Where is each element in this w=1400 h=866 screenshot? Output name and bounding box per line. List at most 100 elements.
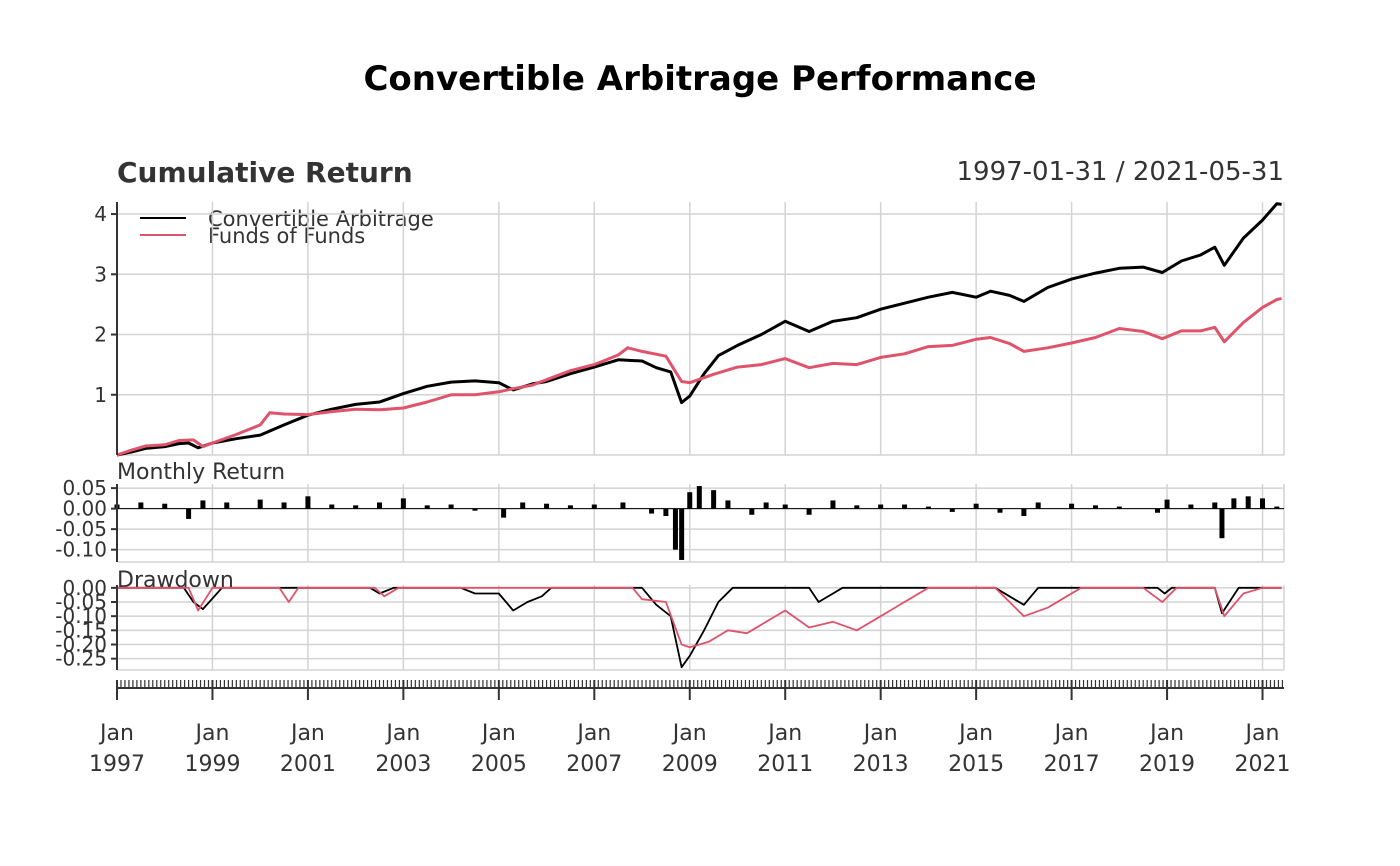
- monthly-return-bar-30: [749, 508, 755, 515]
- x-tick-month-3: Jan: [384, 721, 420, 746]
- monthly-return-bar-40: [973, 503, 979, 509]
- monthly-return-bar-27: [696, 486, 702, 509]
- cumulative-ytick-label-1: 3: [94, 262, 107, 286]
- cumulative-line-convertible-arbitrage: [116, 202, 1282, 457]
- x-tick-year-11: 2019: [1139, 752, 1195, 777]
- drawdown-ytick-label-5: -0.25: [55, 647, 107, 671]
- x-tick-month-4: Jan: [480, 721, 516, 746]
- monthly-return-bar-15: [472, 508, 478, 511]
- monthly-ytick-label-2: -0.05: [55, 517, 107, 541]
- monthly-return-bar-43: [1035, 502, 1041, 509]
- monthly-return-bar-14: [448, 504, 454, 509]
- monthly-return-bar-16: [501, 508, 507, 518]
- marks-layer: [114, 202, 1284, 669]
- cumulative-ytick-label-0: 4: [94, 202, 107, 226]
- monthly-return-bar-26: [687, 492, 693, 509]
- monthly-return-bar-50: [1212, 502, 1218, 509]
- x-tick-year-12: 2021: [1235, 752, 1291, 777]
- monthly-return-bar-48: [1164, 499, 1170, 509]
- monthly-return-bar-39: [949, 508, 955, 512]
- x-tick-month-9: Jan: [957, 721, 993, 746]
- drawdown-ytick-label-4: -0.20: [55, 633, 107, 657]
- x-tick-year-9: 2015: [948, 752, 1004, 777]
- monthly-return-bar-1: [138, 502, 144, 509]
- monthly-return-bar-8: [305, 496, 311, 509]
- monthly-return-bar-25: [679, 508, 685, 560]
- monthly-ytick-label-1: 0.00: [62, 497, 107, 521]
- legend: Convertible Arbitrage Funds of Funds: [140, 207, 434, 248]
- monthly-return-title: Monthly Return: [117, 460, 285, 485]
- monthly-return-bar-45: [1092, 505, 1098, 509]
- monthly-return-bar-17: [520, 502, 526, 509]
- x-tick-year-0: 1997: [89, 752, 145, 777]
- monthly-ytick-label-0: 0.05: [62, 476, 107, 500]
- monthly-return-bar-5: [224, 502, 230, 509]
- drawdown-ytick-label-2: -0.10: [55, 604, 107, 628]
- x-tick-year-3: 2003: [375, 752, 431, 777]
- drawdown-ytick-label-3: -0.15: [55, 618, 107, 642]
- x-tick-month-1: Jan: [193, 721, 229, 746]
- monthly-return-bar-47: [1155, 508, 1161, 513]
- monthly-return-bar-10: [353, 505, 359, 509]
- x-tick-month-11: Jan: [1148, 721, 1184, 746]
- monthly-return-bar-3: [186, 508, 192, 519]
- monthly-return-bar-20: [591, 504, 597, 509]
- x-tick-month-10: Jan: [1053, 721, 1089, 746]
- x-tick-month-6: Jan: [671, 721, 707, 746]
- monthly-return-bar-9: [329, 504, 335, 509]
- x-tick-month-7: Jan: [766, 721, 802, 746]
- monthly-return-bar-6: [257, 499, 263, 509]
- monthly-return-bar-2: [162, 503, 168, 509]
- grid-layer: [116, 202, 1285, 671]
- monthly-return-bar-51: [1219, 508, 1225, 539]
- x-tick-month-0: Jan: [98, 721, 134, 746]
- monthly-return-bar-55: [1274, 506, 1280, 509]
- monthly-return-bar-21: [620, 502, 626, 509]
- x-tick-month-12: Jan: [1244, 721, 1280, 746]
- cumulative-ytick-label-2: 2: [94, 323, 107, 347]
- monthly-return-bar-36: [878, 504, 884, 509]
- monthly-return-bar-33: [806, 508, 812, 515]
- x-tick-month-8: Jan: [862, 721, 898, 746]
- monthly-return-bar-32: [782, 504, 788, 509]
- monthly-return-bar-19: [567, 505, 573, 509]
- monthly-return-bar-4: [200, 500, 206, 509]
- monthly-return-bar-22: [649, 508, 655, 514]
- monthly-return-bar-18: [544, 503, 550, 509]
- cumulative-ytick-label-3: 1: [94, 383, 107, 407]
- monthly-return-bar-24: [672, 508, 678, 550]
- legend-label-funds-of-funds: Funds of Funds: [208, 224, 365, 248]
- monthly-return-bar-41: [997, 508, 1003, 513]
- x-tick-year-7: 2011: [757, 752, 813, 777]
- monthly-return-bar-35: [854, 505, 860, 509]
- x-tick-year-6: 2009: [662, 752, 718, 777]
- monthly-return-bar-12: [400, 498, 406, 509]
- drawdown-title: Drawdown: [117, 568, 234, 593]
- monthly-return-bar-11: [377, 502, 383, 509]
- x-tick-year-10: 2017: [1044, 752, 1100, 777]
- drawdown-ytick-label-0: 0.00: [62, 576, 107, 600]
- monthly-return-bar-46: [1116, 506, 1122, 509]
- monthly-return-bar-44: [1069, 503, 1075, 509]
- monthly-return-bar-38: [925, 506, 931, 509]
- monthly-return-bar-49: [1188, 504, 1194, 509]
- x-tick-year-4: 2005: [471, 752, 527, 777]
- monthly-return-bar-54: [1260, 498, 1266, 509]
- drawdown-line-funds-of-funds: [117, 586, 1282, 649]
- drawdown-line-convertible-arbitrage: [117, 586, 1282, 669]
- x-tick-year-8: 2013: [853, 752, 909, 777]
- monthly-return-bar-13: [424, 505, 430, 509]
- monthly-return-bar-34: [830, 500, 836, 509]
- monthly-return-bar-52: [1231, 498, 1237, 509]
- monthly-return-bar-42: [1021, 508, 1027, 517]
- monthly-return-bar-29: [725, 500, 731, 509]
- x-tick-year-5: 2007: [566, 752, 622, 777]
- x-tick-year-2: 2001: [280, 752, 336, 777]
- x-tick-year-1: 1999: [184, 752, 240, 777]
- cumulative-line-funds-of-funds: [116, 296, 1282, 457]
- x-tick-month-5: Jan: [575, 721, 611, 746]
- cumulative-return-title: Cumulative Return: [117, 156, 413, 189]
- x-tick-month-2: Jan: [289, 721, 325, 746]
- chart-title: Convertible Arbitrage Performance: [363, 59, 1036, 99]
